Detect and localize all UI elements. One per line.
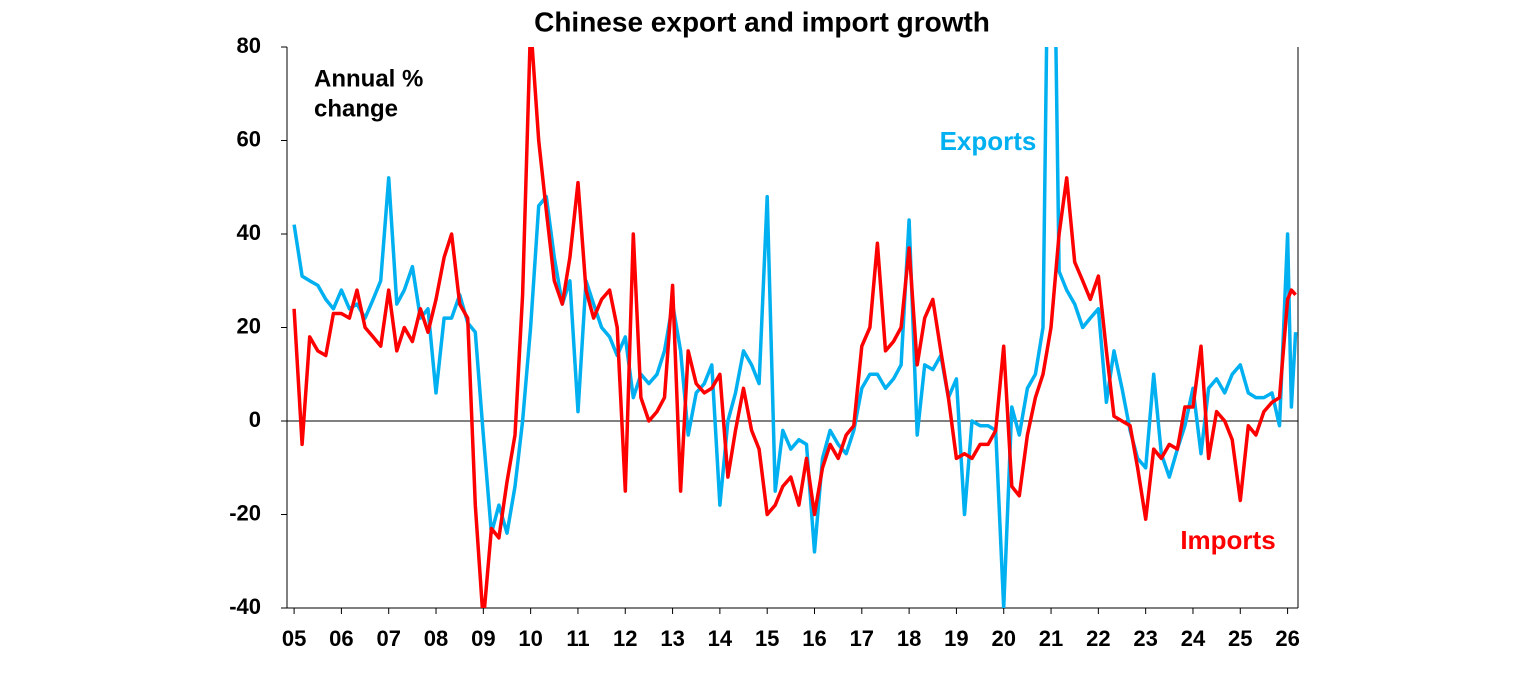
x-tick-label: 09 xyxy=(471,626,495,651)
y-tick-label: -40 xyxy=(229,594,261,619)
x-tick-label: 15 xyxy=(755,626,779,651)
x-tick-label: 26 xyxy=(1275,626,1299,651)
x-tick-label: 18 xyxy=(897,626,921,651)
x-tick-label: 14 xyxy=(708,626,733,651)
x-tick-label: 19 xyxy=(944,626,968,651)
x-tick-label: 24 xyxy=(1181,626,1206,651)
x-tick-label: 20 xyxy=(991,626,1015,651)
x-tick-label: 25 xyxy=(1228,626,1252,651)
annotation: Annual % xyxy=(314,65,423,92)
annotation: change xyxy=(314,95,398,122)
y-tick-label: 60 xyxy=(237,126,261,151)
y-tick-label: -20 xyxy=(229,500,261,525)
x-tick-label: 13 xyxy=(660,626,684,651)
series-line xyxy=(292,47,1297,608)
chart-title: Chinese export and import growth xyxy=(534,6,990,37)
y-tick-label: 20 xyxy=(237,313,261,338)
x-tick-label: 22 xyxy=(1086,626,1110,651)
y-tick-label: 80 xyxy=(237,33,261,58)
x-tick-label: 10 xyxy=(518,626,542,651)
y-tick-label: 0 xyxy=(249,407,261,432)
x-tick-label: 07 xyxy=(376,626,400,651)
x-tick-label: 16 xyxy=(802,626,826,651)
x-tick-label: 21 xyxy=(1039,626,1063,651)
x-tick-label: 23 xyxy=(1133,626,1157,651)
x-tick-label: 12 xyxy=(613,626,637,651)
x-tick-label: 06 xyxy=(329,626,353,651)
y-tick-label: 40 xyxy=(237,220,261,245)
series-label: Exports xyxy=(940,126,1037,156)
series-label: Imports xyxy=(1180,525,1275,555)
x-tick-label: 17 xyxy=(850,626,874,651)
x-tick-label: 11 xyxy=(566,626,589,651)
x-tick-label: 08 xyxy=(424,626,448,651)
x-tick-label: 05 xyxy=(282,626,306,651)
